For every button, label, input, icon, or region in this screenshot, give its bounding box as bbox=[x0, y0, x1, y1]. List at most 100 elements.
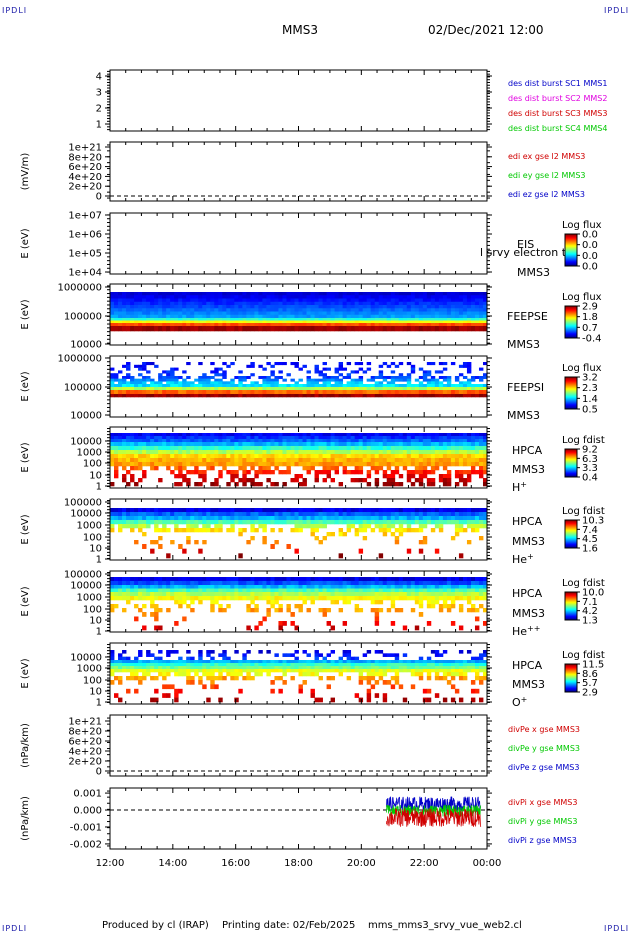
spectrogram-cell bbox=[314, 301, 319, 306]
spectrogram-cell bbox=[234, 470, 239, 475]
spectrogram-cell bbox=[158, 520, 163, 525]
spectrogram-cell bbox=[446, 295, 452, 299]
y-tick-label: 100000 bbox=[64, 498, 102, 509]
spectrogram-cell bbox=[338, 394, 344, 398]
spectrogram-cell bbox=[446, 384, 452, 388]
spectrogram-cell bbox=[446, 394, 452, 398]
spectrogram-cell bbox=[302, 596, 307, 601]
spectrogram-cell bbox=[326, 318, 331, 321]
spectrogram-cell bbox=[178, 298, 183, 303]
spectrogram-cell bbox=[178, 326, 183, 332]
spectrogram-cell bbox=[242, 528, 247, 533]
spectrogram-cell bbox=[394, 311, 400, 316]
spectrogram-cell bbox=[166, 320, 171, 324]
spectrogram-cell bbox=[122, 326, 127, 332]
header-mission: MMS3 bbox=[282, 23, 318, 37]
y-tick-label: 10 bbox=[89, 471, 102, 482]
spectrogram-cell bbox=[282, 384, 287, 388]
spectrogram-cell bbox=[182, 301, 187, 306]
spectrogram-cell bbox=[446, 581, 452, 586]
spectrogram-cell bbox=[354, 394, 360, 398]
spectrogram-cell bbox=[294, 439, 299, 443]
spectrogram-cell bbox=[250, 323, 255, 327]
spectrogram-cell bbox=[158, 508, 163, 513]
spectrogram-cell bbox=[150, 581, 155, 586]
spectrogram-cell bbox=[238, 378, 243, 382]
spectrogram-cell bbox=[162, 326, 167, 332]
colorbar bbox=[564, 305, 578, 339]
spectrogram-cell bbox=[338, 516, 344, 521]
spectrogram-cell bbox=[254, 308, 259, 312]
spectrogram-cell bbox=[414, 454, 420, 459]
spectrogram-cell bbox=[226, 292, 231, 296]
spectrogram-cell bbox=[382, 318, 388, 321]
spectrogram-cell bbox=[430, 292, 436, 296]
spectrogram-cell bbox=[466, 458, 472, 463]
spectrogram-cell bbox=[210, 585, 215, 589]
spectrogram-cell bbox=[306, 298, 311, 303]
spectrogram-cell bbox=[186, 390, 191, 395]
spectrogram-cell bbox=[118, 433, 123, 437]
spectrogram-cell bbox=[358, 581, 364, 586]
spectrogram-cell bbox=[338, 364, 344, 368]
spectrogram-cell bbox=[362, 394, 368, 398]
spectrogram-cell bbox=[242, 436, 247, 440]
spectrogram-cell bbox=[382, 524, 388, 529]
spectrogram-cell bbox=[406, 394, 412, 398]
spectrogram-cell bbox=[130, 394, 135, 398]
spectrogram-cell bbox=[454, 577, 460, 582]
spectrogram-cell bbox=[242, 581, 247, 586]
spectrogram-cell bbox=[110, 577, 115, 582]
spectrogram-cell bbox=[142, 436, 147, 440]
spectrogram-cell bbox=[266, 439, 271, 443]
spectrogram-cell bbox=[326, 295, 331, 299]
spectrogram-cell bbox=[358, 577, 364, 582]
spectrogram-cell bbox=[294, 433, 299, 437]
spectrogram-cell bbox=[442, 592, 448, 597]
spectrogram-cell bbox=[346, 454, 352, 459]
spectrogram-cell bbox=[138, 466, 143, 471]
spectrogram-cell bbox=[426, 433, 432, 437]
spectrogram-cell bbox=[302, 390, 307, 395]
spectrogram-cell bbox=[458, 436, 464, 440]
spectrogram-cell bbox=[294, 364, 299, 368]
spectrogram-cell bbox=[266, 478, 271, 483]
spectrogram-cell bbox=[314, 446, 319, 451]
spectrogram-cell bbox=[362, 433, 368, 437]
spectrogram-cell bbox=[166, 314, 171, 319]
spectrogram-cell bbox=[214, 394, 219, 398]
footer-filename: mms_mms3_srvy_vue_web2.cl bbox=[368, 920, 522, 931]
spectrogram-cell bbox=[254, 384, 259, 388]
spectrogram-cell bbox=[318, 387, 323, 391]
spectrogram-cell bbox=[206, 450, 211, 455]
spectrogram-cell bbox=[450, 508, 456, 513]
spectrogram-cell bbox=[138, 381, 143, 385]
y-tick-label: 1000 bbox=[77, 448, 102, 459]
spectrogram-cell bbox=[162, 387, 167, 391]
spectrogram-cell bbox=[398, 532, 404, 537]
spectrogram-cell bbox=[450, 516, 456, 521]
spectrogram-cell bbox=[426, 305, 432, 309]
spectrogram-cell bbox=[158, 323, 163, 327]
spectrogram-cell bbox=[418, 524, 424, 529]
spectrogram-cell bbox=[462, 433, 468, 437]
spectrogram-cell bbox=[462, 301, 468, 306]
spectrogram-cell bbox=[210, 442, 215, 447]
spectrogram-cell bbox=[278, 516, 283, 521]
spectrogram-cell bbox=[210, 308, 215, 312]
spectrogram-cell bbox=[318, 588, 323, 593]
spectrogram-cell bbox=[470, 387, 476, 391]
spectrogram-cell bbox=[214, 390, 219, 395]
spectrogram-cell bbox=[158, 436, 163, 440]
spectrogram-cell bbox=[226, 604, 231, 609]
spectrogram-cell bbox=[142, 318, 147, 321]
spectrogram-cell bbox=[258, 320, 263, 324]
spectrogram-cell bbox=[426, 373, 432, 377]
spectrogram-cell bbox=[370, 326, 376, 332]
spectrogram-cell bbox=[474, 585, 480, 589]
spectrogram-cell bbox=[338, 577, 344, 582]
spectrogram-cell bbox=[190, 600, 195, 605]
spectrogram-cell bbox=[450, 362, 456, 366]
spectrogram-cell bbox=[350, 433, 356, 437]
